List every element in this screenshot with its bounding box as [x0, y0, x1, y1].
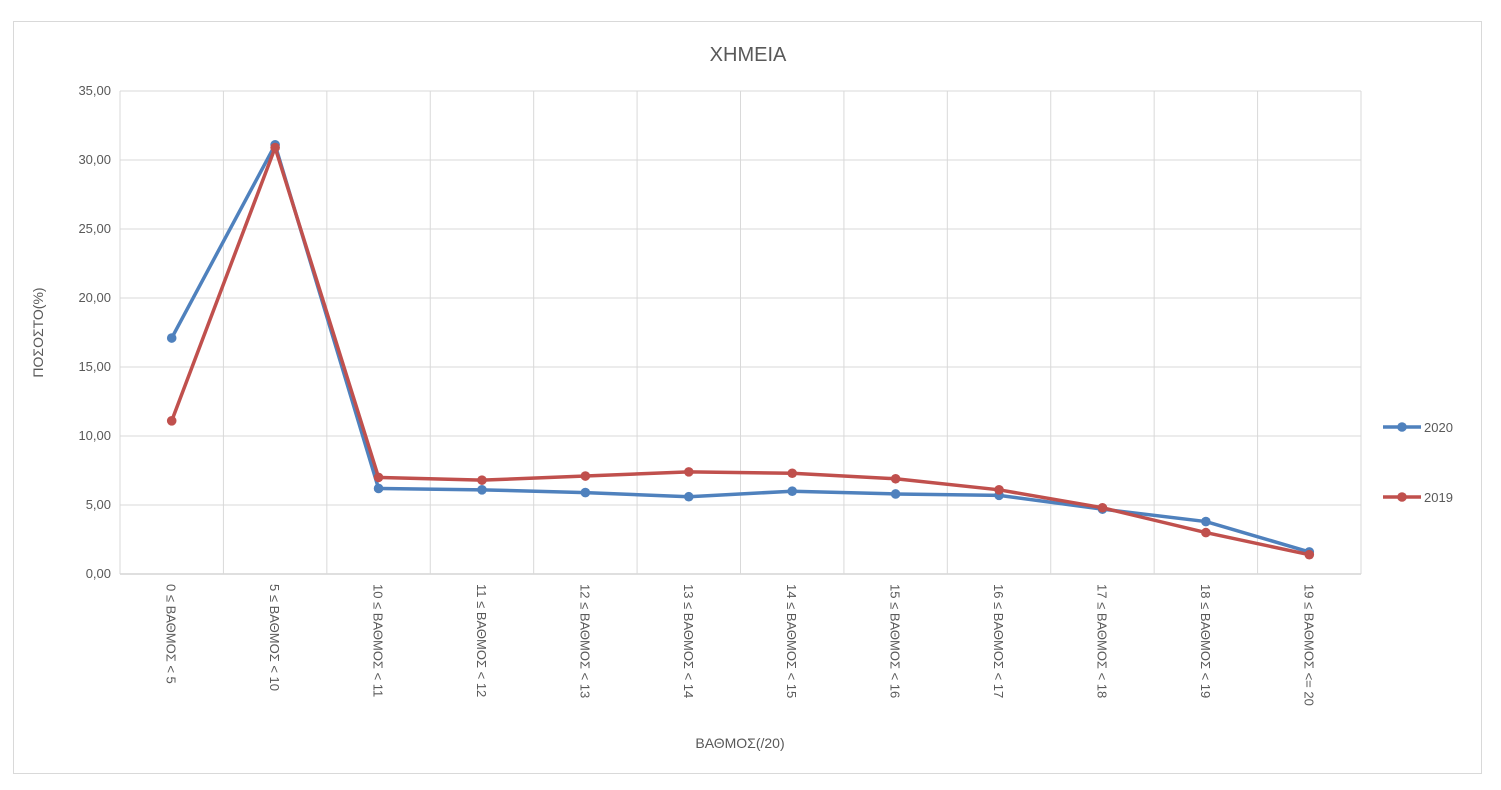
legend-2020-label: 2020 — [1424, 420, 1453, 435]
series-2019-point — [580, 471, 591, 481]
x-tick-label: 12 ≤ ΒΑΘΜΟΣ < 13 — [577, 584, 592, 698]
series-2019-point — [1201, 527, 1211, 538]
series-2019-point — [890, 473, 901, 484]
legend: 2020 2019 — [1383, 420, 1453, 505]
series-2020-point — [1201, 516, 1211, 527]
y-tick-label: 10,00 — [78, 428, 111, 443]
x-tick-label: 10 ≤ ΒΑΘΜΟΣ < 11 — [371, 584, 386, 697]
series-2019-point — [787, 468, 798, 479]
series-2019-point — [270, 142, 280, 153]
x-tick-label: 18 ≤ ΒΑΘΜΟΣ < 19 — [1198, 584, 1213, 698]
x-tick-label: 14 ≤ ΒΑΘΜΟΣ < 15 — [784, 584, 799, 698]
series-2020-point — [166, 333, 177, 343]
series-2019-point — [373, 472, 384, 483]
series-2020-point — [683, 491, 694, 502]
legend-2019-label: 2019 — [1424, 490, 1453, 505]
y-tick-label: 35,00 — [78, 83, 111, 98]
y-tick-label: 5,00 — [86, 497, 111, 512]
y-tick-label: 30,00 — [78, 152, 111, 167]
x-tick-label: 13 ≤ ΒΑΘΜΟΣ < 14 — [681, 584, 696, 698]
legend-2020-marker — [1397, 422, 1407, 432]
y-axis-title: ΠΟΣΟΣΤΟ(%) — [30, 287, 46, 377]
x-tick-label: 19 ≤ ΒΑΘΜΟΣ <= 20 — [1301, 584, 1316, 706]
x-tick-label: 16 ≤ ΒΑΘΜΟΣ < 17 — [991, 584, 1006, 698]
series-2020-point — [477, 485, 487, 495]
line-chart: ΧΗΜΕΙΑ ΠΟΣΟΣΤΟ(%) ΒΑΘΜΟΣ(/20) 0,00 5,00 10… — [30, 44, 1453, 751]
series-2020-point — [373, 483, 384, 494]
legend-2019-marker — [1397, 492, 1407, 502]
x-tick-label: 15 ≤ ΒΑΘΜΟΣ < 16 — [888, 584, 903, 698]
series-2019-point — [1304, 549, 1315, 560]
x-tick-label: 11 ≤ ΒΑΘΜΟΣ < 12 — [474, 584, 489, 697]
x-axis-title: ΒΑΘΜΟΣ(/20) — [695, 735, 784, 751]
y-tick-label: 20,00 — [78, 290, 111, 305]
x-tick-label: 17 ≤ ΒΑΘΜΟΣ < 18 — [1094, 584, 1109, 698]
series-2019-point — [1097, 502, 1108, 513]
series-2020-point — [580, 487, 591, 498]
x-axis-ticks: 0 ≤ ΒΑΘΜΟΣ < 5 5 ≤ ΒΑΘΜΟΣ < 10 10 ≤ ΒΑΘΜΟΣ… — [164, 584, 1317, 706]
series-2020-point — [787, 486, 798, 497]
series-2019-point — [994, 485, 1004, 495]
series-2019-point — [683, 467, 694, 477]
gridlines — [119, 90, 1362, 575]
y-tick-label: 15,00 — [78, 359, 111, 374]
series-2019-point — [477, 475, 487, 485]
x-tick-label: 0 ≤ ΒΑΘΜΟΣ < 5 — [164, 584, 179, 684]
y-tick-label: 25,00 — [78, 221, 111, 236]
series-2020-point — [890, 489, 901, 499]
series-2019-line — [169, 145, 1312, 557]
y-tick-label: 0,00 — [86, 566, 111, 581]
chart-title: ΧΗΜΕΙΑ — [710, 44, 787, 66]
y-axis-ticks: 0,00 5,00 10,00 15,00 20,00 25,00 30,00 35,00 — [78, 83, 111, 581]
series-2019-point — [166, 416, 177, 426]
series-layer — [166, 140, 1315, 560]
x-tick-label: 5 ≤ ΒΑΘΜΟΣ < 10 — [267, 584, 282, 691]
chart-frame: ΧΗΜΕΙΑ ΠΟΣΟΣΤΟ(%) ΒΑΘΜΟΣ(/20) 0,00 5,00 10… — [13, 21, 1482, 774]
